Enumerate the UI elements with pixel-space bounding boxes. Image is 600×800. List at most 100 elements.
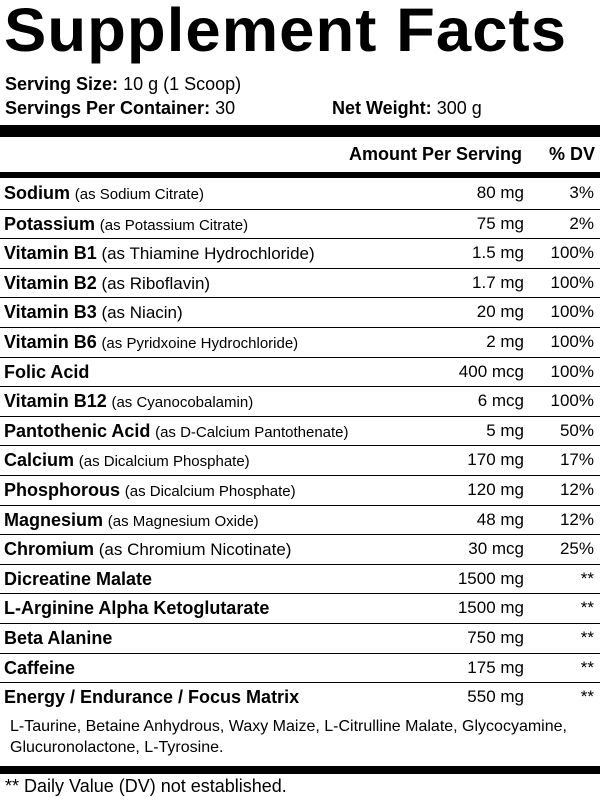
nutrient-source: (as Cyanocobalamin)	[111, 394, 254, 412]
nutrient-amount: 6 mcg	[477, 391, 524, 411]
nutrient-row: Phosphorous (as Dicalcium Phosphate) 120 …	[0, 475, 600, 505]
nutrient-name-cell: Calcium (as Dicalcium Phosphate)	[4, 450, 250, 471]
nutrient-daily-value: 12%	[559, 480, 594, 499]
nutrient-amount: 750 mg	[467, 628, 524, 647]
nutrient-name: Phosphorous	[4, 480, 120, 500]
nutrient-name: Chromium	[4, 539, 94, 560]
nutrient-daily-value: 100%	[550, 272, 594, 292]
nutrient-row: Vitamin B6 (as Pyridxoine Hydrochloride)…	[0, 327, 600, 357]
nutrient-name-cell: Sodium (as Sodium Citrate)	[4, 183, 204, 204]
nutrient-amount: 48 mg	[476, 509, 524, 529]
nutrient-daily-value: 2%	[569, 213, 594, 233]
nutrient-row: Magnesium (as Magnesium Oxide) 48 mg 12%	[0, 504, 600, 535]
nutrient-amount: 30 mcg	[468, 539, 524, 559]
nutrient-name: Pantothenic Acid	[4, 420, 151, 441]
nutrient-name-cell: Vitamin B2 (as Riboflavin)	[4, 273, 210, 294]
nutrient-amount: 75 mg	[476, 213, 524, 233]
nutrient-name-cell: Vitamin B12 (as Cyanocobalamin)	[4, 391, 253, 412]
nutrient-name-cell: Chromium (as Chromium Nicotinate)	[4, 539, 291, 560]
nutrient-daily-value: **	[580, 687, 594, 707]
nutrient-amount: 1500 mg	[457, 598, 524, 618]
nutrient-name-cell: Beta Alanine	[4, 628, 112, 649]
nutrient-name: Energy / Endurance / Focus Matrix	[4, 687, 300, 708]
nutrient-name: Dicreatine Malate	[4, 568, 153, 589]
nutrient-source: (as Magnesium Oxide)	[107, 512, 259, 530]
nutrient-source: (as Thiamine Hydrochloride)	[101, 244, 315, 264]
nutrient-name: Vitamin B2	[4, 272, 97, 293]
nutrient-name-cell: Dicreatine Malate	[4, 569, 152, 590]
net-weight-value: 300 g	[436, 98, 482, 118]
nutrient-source: (as Sodium Citrate)	[74, 186, 204, 203]
nutrient-daily-value: **	[580, 628, 594, 647]
nutrient-name: Sodium	[4, 183, 70, 203]
nutrient-row: Calcium (as Dicalcium Phosphate) 170 mg 17…	[0, 445, 600, 475]
nutrient-source: (as Dicalcium Phosphate)	[78, 453, 250, 471]
nutrient-daily-value: 3%	[569, 183, 594, 202]
nutrient-name: Beta Alanine	[4, 628, 113, 648]
nutrient-source: (as D-Calcium Pantothenate)	[155, 423, 349, 441]
nutrient-amount: 120 mg	[467, 480, 524, 499]
nutrient-name-cell: L-Arginine Alpha Ketoglutarate	[4, 598, 269, 619]
nutrient-amount: 1.7 mg	[472, 272, 524, 292]
nutrient-name: Vitamin B3	[4, 302, 97, 323]
nutrient-row: Chromium (as Chromium Nicotinate) 30 mcg 2…	[0, 534, 600, 564]
servings-value: 30	[215, 98, 236, 118]
nutrient-name: Vitamin B6	[4, 332, 97, 352]
nutrient-amount: 80 mg	[476, 183, 524, 202]
nutrient-amount: 5 mg	[486, 420, 524, 440]
nutrient-source: (as Riboflavin)	[101, 273, 211, 293]
nutrient-name: Vitamin B12	[4, 391, 107, 412]
nutrient-source: (as Pyridxoine Hydrochloride)	[101, 335, 299, 352]
nutrient-name-cell: Energy / Endurance / Focus Matrix	[4, 687, 299, 708]
nutrient-amount: 1500 mg	[457, 568, 524, 588]
nutrient-daily-value: **	[580, 568, 594, 588]
serving-size-label: Serving Size:	[5, 74, 119, 94]
nutrient-source: (as Potassium Citrate)	[99, 216, 249, 234]
nutrient-row: Vitamin B1 (as Thiamine Hydrochloride) 1.…	[0, 238, 600, 268]
daily-value-footnote: ** Daily Value (DV) not established.	[5, 776, 287, 796]
nutrient-source: (as Niacin)	[101, 303, 183, 323]
nutrient-row: Caffeine 175 mg **	[0, 652, 600, 683]
nutrient-source: (as Dicalcium Phosphate)	[124, 483, 296, 500]
nutrient-source: (as Chromium Nicotinate)	[98, 540, 292, 560]
nutrient-daily-value: 100%	[550, 332, 594, 351]
nutrient-amount: 400 mcg	[458, 361, 524, 381]
header-divider-bar	[0, 172, 600, 178]
nutrient-name: Magnesium	[4, 509, 104, 530]
nutrient-name-cell: Folic Acid	[4, 362, 89, 383]
nutrient-name: Potassium	[4, 213, 96, 234]
nutrient-row: Energy / Endurance / Focus Matrix 550 mg *…	[0, 682, 600, 712]
nutrient-row: Dicreatine Malate 1500 mg **	[0, 563, 600, 594]
nutrient-name-cell: Vitamin B6 (as Pyridxoine Hydrochloride)	[4, 332, 298, 353]
nutrient-amount: 170 mg	[467, 450, 524, 470]
net-weight-line: Net Weight: 300 g	[332, 97, 482, 119]
nutrient-name: Calcium	[4, 450, 75, 471]
nutrient-row: Sodium (as Sodium Citrate) 80 mg 3%	[0, 179, 600, 208]
nutrient-daily-value: **	[580, 598, 594, 618]
nutrient-name: Caffeine	[4, 657, 76, 678]
nutrient-name-cell: Vitamin B1 (as Thiamine Hydrochloride)	[4, 243, 315, 264]
nutrient-daily-value: 25%	[559, 539, 594, 559]
column-header-row: Amount Per Serving % DV	[0, 140, 600, 170]
nutrient-name: Folic Acid	[4, 361, 90, 382]
nutrient-row: Vitamin B12 (as Cyanocobalamin) 6 mcg 100%	[0, 386, 600, 416]
nutrient-amount: 550 mg	[467, 687, 524, 707]
nutrient-name-cell: Magnesium (as Magnesium Oxide)	[4, 510, 259, 531]
nutrient-row: Pantothenic Acid (as D-Calcium Pantothen…	[0, 415, 600, 446]
nutrient-amount: 175 mg	[467, 657, 524, 677]
nutrient-daily-value: 100%	[550, 243, 594, 263]
net-weight-label: Net Weight:	[332, 98, 432, 118]
panel-title: Supplement Facts	[4, 0, 568, 64]
top-divider-bar	[0, 125, 600, 137]
nutrient-amount: 1.5 mg	[472, 243, 524, 263]
nutrient-daily-value: 17%	[559, 450, 594, 470]
nutrient-row: Beta Alanine 750 mg **	[0, 623, 600, 653]
nutrient-row: Folic Acid 400 mcg 100%	[0, 356, 600, 387]
servings-label: Servings Per Container:	[5, 98, 211, 118]
nutrient-amount: 2 mg	[486, 332, 524, 351]
nutrient-daily-value: 100%	[550, 302, 594, 322]
nutrient-name-cell: Phosphorous (as Dicalcium Phosphate)	[4, 480, 296, 501]
blend-ingredients: L-Taurine, Betaine Anhydrous, Waxy Maize…	[10, 718, 567, 756]
nutrient-daily-value: **	[580, 657, 594, 677]
nutrient-name-cell: Vitamin B3 (as Niacin)	[4, 302, 183, 323]
